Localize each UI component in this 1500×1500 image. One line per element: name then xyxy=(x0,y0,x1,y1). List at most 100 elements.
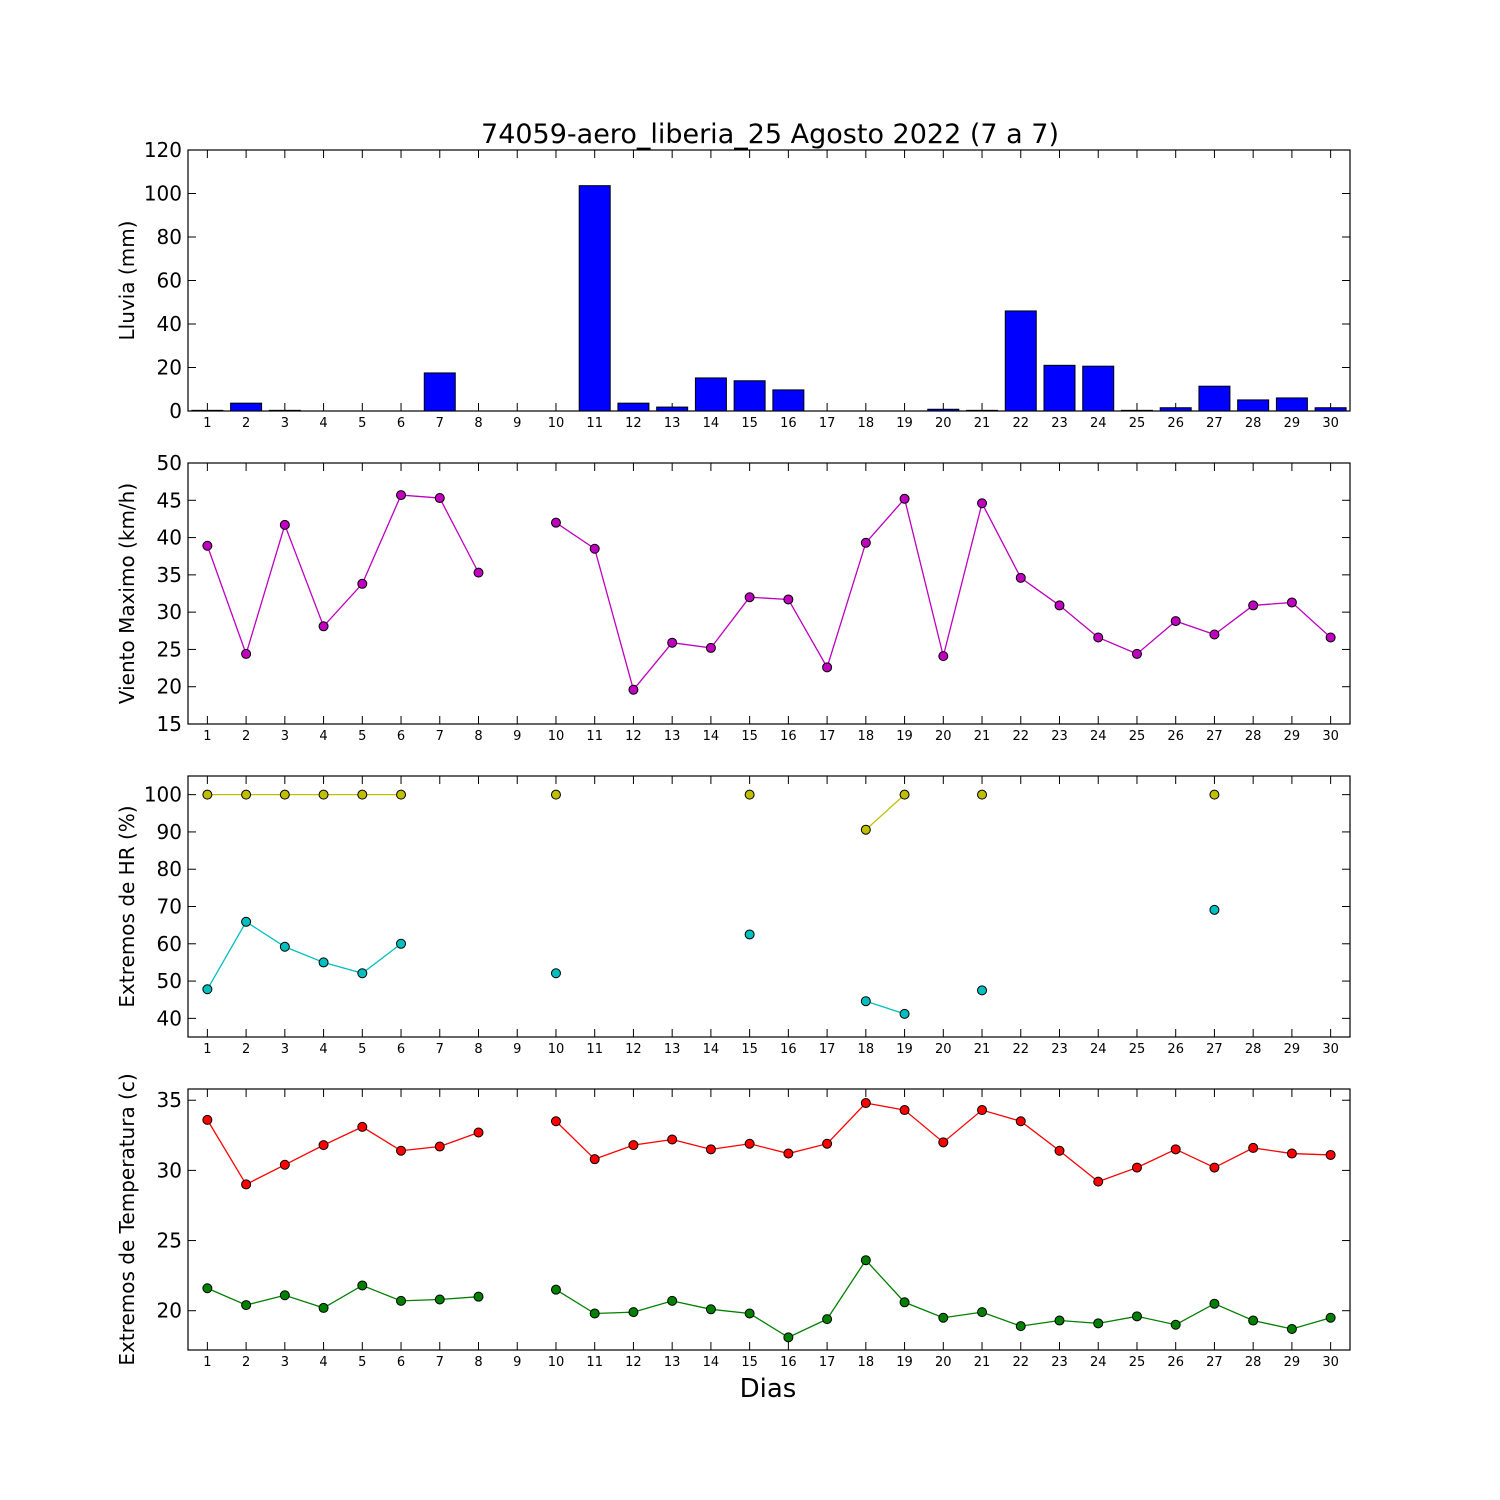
temperature-xtick-label: 6 xyxy=(397,1355,405,1370)
wind-xtick-label: 3 xyxy=(281,729,289,744)
hr-min-line xyxy=(865,1000,905,1015)
wind-max-point xyxy=(667,637,678,648)
temperature-xtick-label: 30 xyxy=(1322,1355,1339,1370)
humidity-xtick-label: 17 xyxy=(819,1042,836,1057)
rain-bar xyxy=(423,372,456,412)
rain-xtick-label: 8 xyxy=(474,416,482,431)
wind-max-point xyxy=(822,662,833,673)
humidity-xtick-label: 8 xyxy=(474,1042,482,1057)
rain-xtick-label: 17 xyxy=(819,416,836,431)
temperature-xtick-label: 7 xyxy=(436,1355,444,1370)
temp-max-line xyxy=(206,1119,479,1186)
humidity-xtick-label: 28 xyxy=(1245,1042,1262,1057)
humidity-ytick-label: 100 xyxy=(144,783,182,807)
temperature-xtick-label: 25 xyxy=(1129,1355,1146,1370)
wind-ytick-label: 40 xyxy=(157,526,182,550)
rain-bar xyxy=(230,402,263,412)
rain-xtick-label: 19 xyxy=(896,416,913,431)
temp-min-point xyxy=(1131,1311,1142,1322)
wind-xtick-label: 22 xyxy=(1012,729,1029,744)
temperature-xtick-label: 3 xyxy=(281,1355,289,1370)
humidity-xtick-label: 7 xyxy=(436,1042,444,1057)
wind-xtick-label: 24 xyxy=(1090,729,1107,744)
temperature-xtick-label: 10 xyxy=(548,1355,565,1370)
temp-min-point xyxy=(1248,1315,1259,1326)
temp-min-point xyxy=(434,1294,445,1305)
hr-max-point xyxy=(241,789,252,800)
temperature-ytick-label: 30 xyxy=(157,1158,182,1182)
hr-max-point xyxy=(396,789,407,800)
temp-max-point xyxy=(318,1140,329,1151)
temp-max-point xyxy=(1054,1145,1065,1156)
humidity-xtick-label: 27 xyxy=(1206,1042,1223,1057)
hr-min-point xyxy=(550,968,561,979)
humidity-xtick-label: 6 xyxy=(397,1042,405,1057)
temp-min-point xyxy=(899,1297,910,1308)
humidity-xtick-label: 1 xyxy=(203,1042,211,1057)
rain-ytick-label: 80 xyxy=(157,225,182,249)
rain-xtick-label: 24 xyxy=(1090,416,1107,431)
temp-max-point xyxy=(279,1159,290,1170)
temp-max-point xyxy=(667,1134,678,1145)
wind-max-point xyxy=(783,594,794,605)
wind-xtick-label: 20 xyxy=(935,729,952,744)
hr-max-point xyxy=(550,789,561,800)
temperature-xtick-label: 18 xyxy=(858,1355,875,1370)
rain-xtick-label: 22 xyxy=(1012,416,1029,431)
hr-max-point xyxy=(318,789,329,800)
temp-min-point xyxy=(473,1291,484,1302)
rain-xtick-label: 15 xyxy=(741,416,758,431)
temperature-xtick-label: 19 xyxy=(896,1355,913,1370)
temperature-xtick-label: 15 xyxy=(741,1355,758,1370)
temp-min-point xyxy=(744,1308,755,1319)
wind-xtick-label: 2 xyxy=(242,729,250,744)
hr-max-point xyxy=(279,789,290,800)
humidity-xtick-label: 3 xyxy=(281,1042,289,1057)
humidity-xtick-label: 19 xyxy=(896,1042,913,1057)
wind-max-point xyxy=(1015,572,1026,583)
wind-max-point xyxy=(589,543,600,554)
temp-max-point xyxy=(1286,1148,1297,1159)
temp-min-point xyxy=(860,1255,871,1266)
temp-max-point xyxy=(938,1137,949,1148)
temp-min-point xyxy=(550,1284,561,1295)
temp-max-point xyxy=(241,1179,252,1190)
temperature-xtick-label: 4 xyxy=(319,1355,327,1370)
wind-max-point xyxy=(473,567,484,578)
wind-ytick-label: 30 xyxy=(157,600,182,624)
temperature-xtick-label: 14 xyxy=(703,1355,720,1370)
temp-max-point xyxy=(783,1148,794,1159)
wind-xtick-label: 13 xyxy=(664,729,681,744)
humidity-xtick-label: 11 xyxy=(586,1042,603,1057)
hr-min-point xyxy=(1209,904,1220,915)
rain-bar xyxy=(656,406,689,412)
temp-min-point xyxy=(1170,1319,1181,1330)
temp-min-point xyxy=(628,1307,639,1318)
rain-bar xyxy=(733,380,766,412)
rain-xtick-label: 13 xyxy=(664,416,681,431)
rain-bar xyxy=(1159,407,1192,412)
wind-xtick-label: 30 xyxy=(1322,729,1339,744)
temperature-ylabel: Extremos de Temperatura (c) xyxy=(115,1073,139,1365)
temp-max-point xyxy=(473,1127,484,1138)
rain-bar xyxy=(772,389,805,412)
wind-xtick-label: 10 xyxy=(548,729,565,744)
temperature-xtick-label: 28 xyxy=(1245,1355,1262,1370)
humidity-ytick-label: 80 xyxy=(157,857,182,881)
rain-bar xyxy=(578,185,611,412)
wind-xtick-label: 4 xyxy=(319,729,327,744)
temp-max-point xyxy=(1209,1162,1220,1173)
hr-max-point xyxy=(357,789,368,800)
temp-min-point xyxy=(1054,1315,1065,1326)
rain-xtick-label: 11 xyxy=(586,416,603,431)
wind-max-line xyxy=(206,494,480,656)
temp-min-point xyxy=(357,1280,368,1291)
humidity-ytick-label: 40 xyxy=(157,1006,182,1030)
wind-max-point xyxy=(977,498,988,509)
temp-max-point xyxy=(1325,1149,1336,1160)
hr-max-line xyxy=(865,794,906,831)
rain-bar xyxy=(927,408,960,412)
wind-axes-frame xyxy=(187,462,1351,725)
temp-min-point xyxy=(279,1290,290,1301)
temperature-xtick-label: 29 xyxy=(1284,1355,1301,1370)
